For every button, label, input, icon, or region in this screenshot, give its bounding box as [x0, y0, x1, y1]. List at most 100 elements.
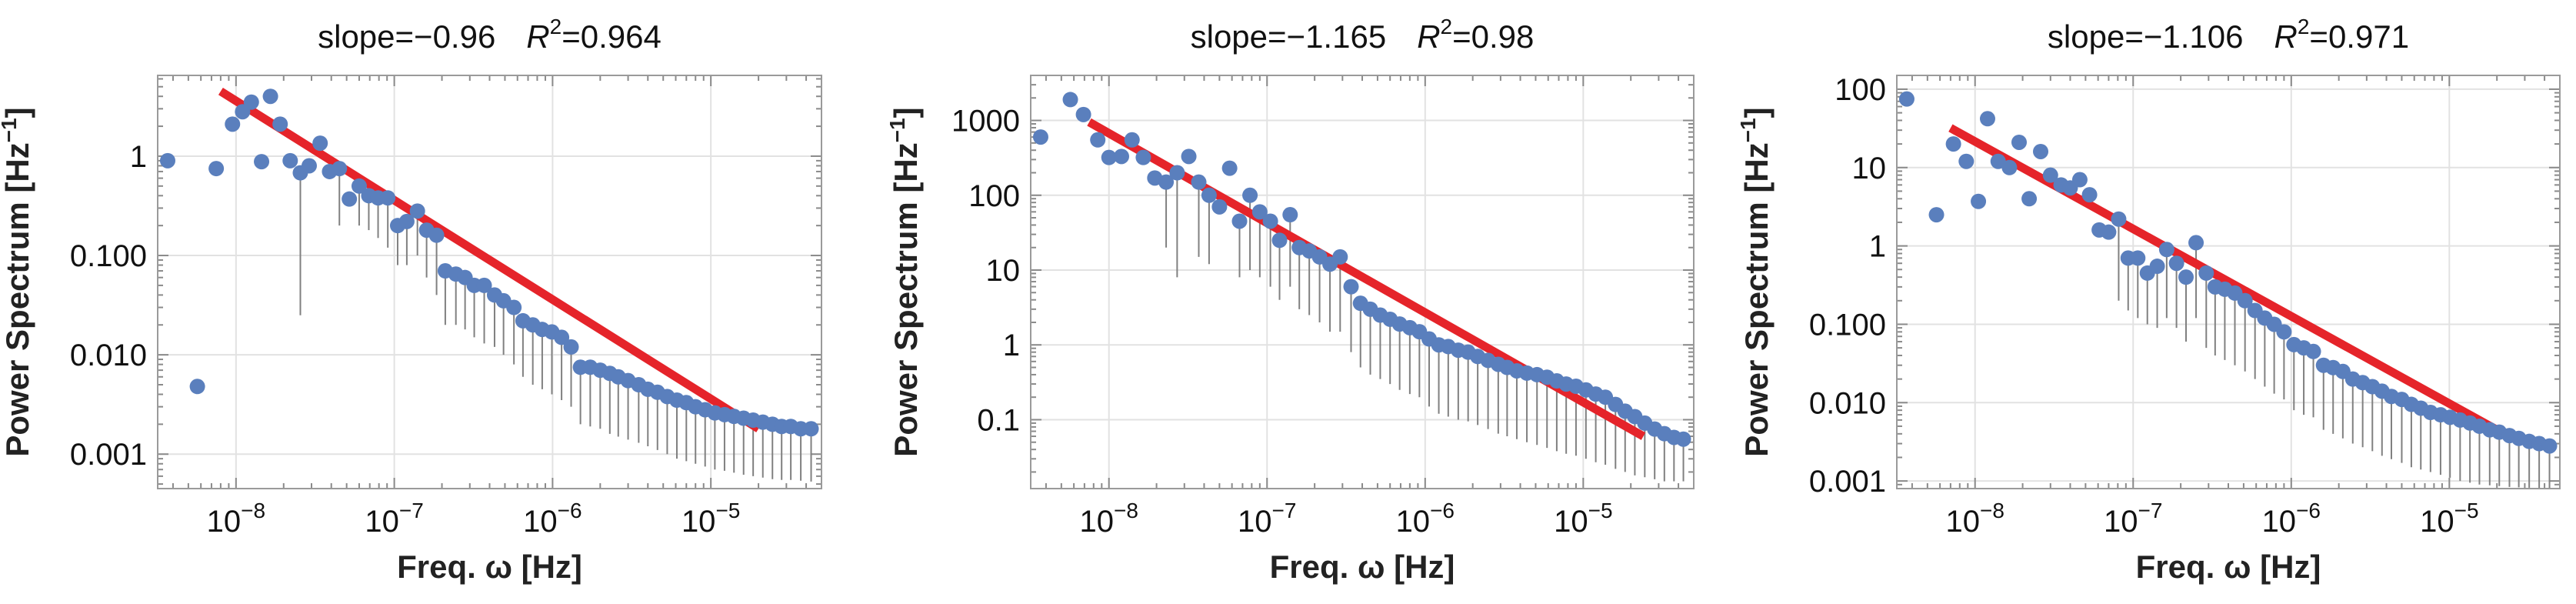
data-point — [1242, 187, 1258, 203]
fit-line — [218, 87, 761, 432]
data-point — [351, 178, 367, 194]
error-bars — [299, 169, 812, 482]
title-r-value: =0.971 — [2309, 18, 2409, 55]
y-tick-label: 0.100 — [1809, 308, 1886, 342]
y-tick-label: 0.010 — [1809, 386, 1886, 420]
data-point — [1282, 207, 1298, 223]
x-tick-label-exp: −8 — [1980, 499, 2004, 522]
error-bars — [2118, 219, 2551, 489]
x-tick-label-base: 10 — [2262, 505, 2297, 539]
y-tick-label: 1 — [1003, 329, 1020, 362]
x-axis-label: Freq. ω [Hz] — [397, 549, 582, 585]
title-r-value: =0.964 — [562, 18, 661, 55]
y-axis-label-close: ] — [0, 107, 35, 118]
axis-ticks — [1031, 75, 1695, 489]
x-tick-label: 10−5 — [2420, 499, 2478, 539]
data-point — [2158, 242, 2174, 258]
y-tick-label: 10 — [986, 254, 1021, 288]
data-point — [2081, 187, 2098, 203]
data-point — [282, 152, 298, 169]
data-point — [2021, 191, 2038, 207]
y-tick-label: 100 — [1835, 73, 1886, 107]
data-point — [1090, 132, 1106, 148]
data-point — [312, 135, 328, 152]
data-point — [1945, 136, 1961, 152]
y-axis-label: Power Spectrum [Hz−1] — [1736, 107, 1775, 456]
data-point — [1898, 91, 1915, 107]
data-point — [1201, 187, 1217, 203]
x-tick-label-exp: −8 — [241, 499, 265, 522]
x-tick-label-base: 10 — [1238, 505, 1272, 539]
y-tick-labels: 0.001 0.010 0.100 1 — [70, 140, 147, 472]
x-tick-label-base: 10 — [1945, 505, 1980, 539]
data-point — [1990, 153, 2006, 169]
x-tick-label-exp: −6 — [2296, 499, 2321, 522]
x-tick-label-exp: −7 — [1272, 499, 1297, 522]
data-point — [2178, 269, 2194, 285]
y-axis-label-exp: −1 — [885, 118, 909, 142]
y-axis-label-base: Power Spectrum [Hz — [1738, 142, 1775, 456]
y-axis-label: Power Spectrum [Hz−1] — [0, 107, 35, 456]
data-point — [1032, 129, 1048, 145]
data-point — [1101, 149, 1117, 165]
data-point — [189, 379, 205, 395]
x-tick-label: 10−8 — [1945, 499, 2004, 539]
y-tick-label: 0.1 — [977, 403, 1020, 437]
x-tick-label-exp: −6 — [558, 499, 582, 522]
data-point — [2198, 265, 2214, 281]
data-point — [476, 277, 492, 293]
x-tick-label: 10−8 — [1079, 499, 1138, 539]
data-point — [1251, 204, 1268, 220]
y-axis-label: Power Spectrum [Hz−1] — [885, 107, 924, 456]
y-axis-label-base: Power Spectrum [Hz — [0, 142, 35, 456]
data-point — [1979, 111, 1995, 127]
data-point — [225, 116, 241, 132]
x-tick-label: 10−5 — [1554, 499, 1612, 539]
data-point — [1971, 193, 1987, 209]
title-r-symbol: R — [1417, 18, 1440, 55]
data-point — [563, 339, 579, 355]
x-tick-label-exp: −7 — [399, 499, 424, 522]
data-point — [1958, 153, 1974, 169]
data-point — [380, 190, 396, 206]
x-tick-label-base: 10 — [1079, 505, 1114, 539]
y-tick-label: 100 — [968, 179, 1020, 213]
chart-title: slope=−0.96 R2=0.964 — [318, 15, 661, 55]
x-tick-label-base: 10 — [2104, 505, 2138, 539]
x-tick-label-exp: −5 — [715, 499, 740, 522]
data-point — [2168, 255, 2184, 272]
data-point — [2101, 224, 2117, 240]
data-point — [1271, 232, 1288, 249]
data-point — [159, 152, 175, 169]
x-tick-label-exp: −8 — [1114, 499, 1138, 522]
x-tick-label: 10−8 — [207, 499, 265, 539]
data-point — [342, 191, 358, 207]
y-axis-label-exp: −1 — [0, 118, 21, 142]
data-point — [1928, 207, 1944, 223]
y-axis-label-base: Power Spectrum [Hz — [888, 142, 924, 456]
data-point — [1075, 106, 1091, 122]
y-axis-label-close: ] — [888, 107, 924, 118]
data-point — [1332, 249, 1348, 265]
x-tick-label-base: 10 — [1396, 505, 1431, 539]
data-point — [254, 154, 270, 170]
x-tick-label: 10−6 — [1396, 499, 1455, 539]
data-point — [1262, 213, 1278, 229]
x-tick-label-exp: −5 — [1588, 499, 1613, 522]
data-points — [159, 88, 819, 437]
y-tick-labels: 0.001 0.010 0.100 1 10 100 — [1809, 73, 1886, 499]
x-axis-label: Freq. ω [Hz] — [2136, 549, 2321, 585]
title-r-exp: 2 — [550, 15, 562, 38]
title-r-exp: 2 — [2298, 15, 2310, 38]
title-r-symbol: R — [526, 18, 549, 55]
y-tick-label: 0.010 — [70, 339, 147, 372]
data-point — [272, 116, 288, 132]
data-point — [2001, 159, 2018, 175]
x-tick-label-base: 10 — [365, 505, 399, 539]
data-point — [2276, 324, 2292, 340]
x-tick-labels: 10−8 10−7 10−6 10−5 — [1945, 499, 2478, 539]
data-point — [1231, 213, 1248, 229]
